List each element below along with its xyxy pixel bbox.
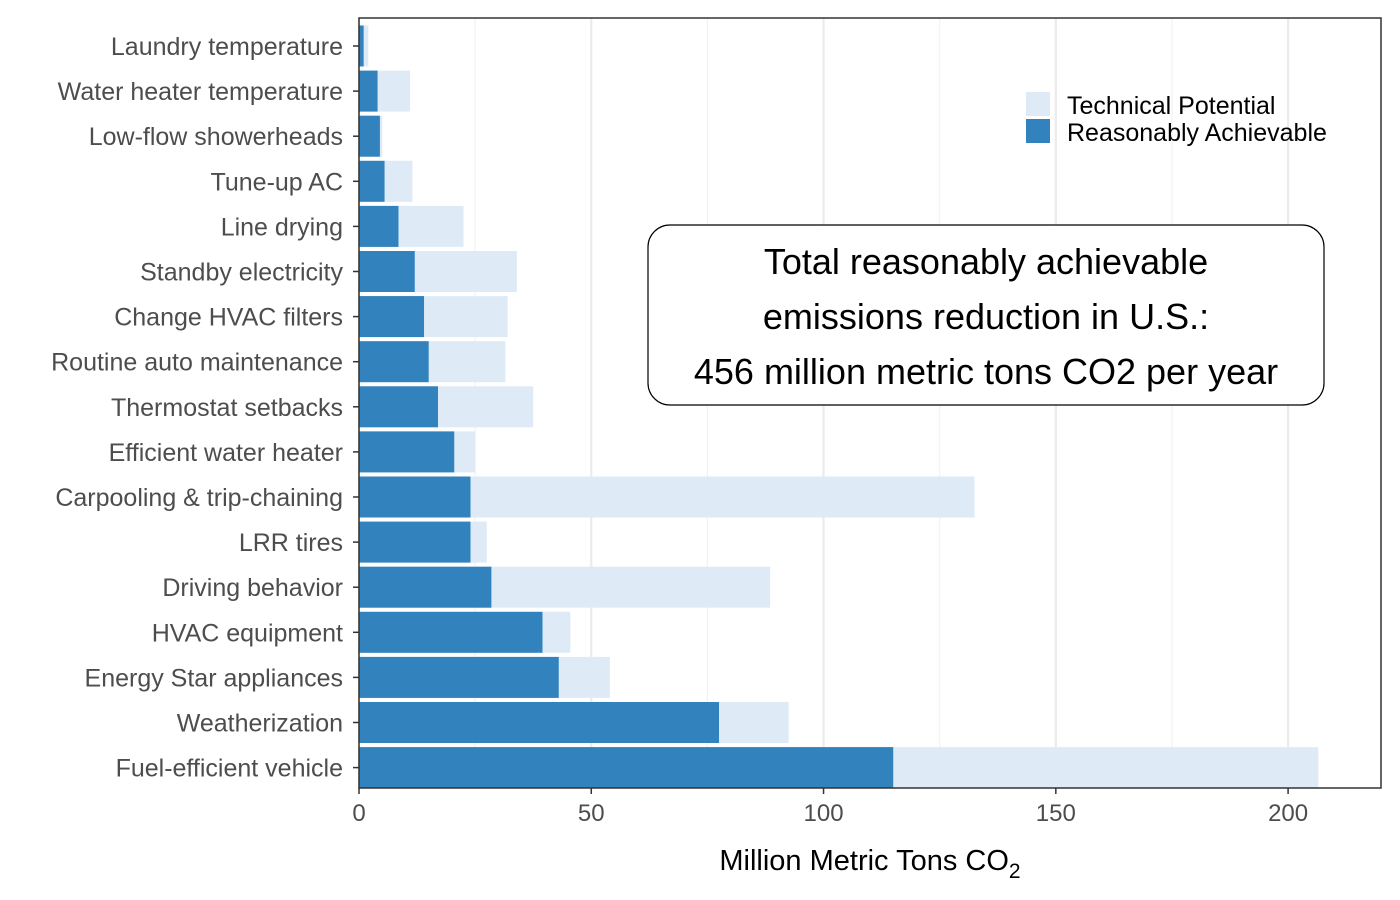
annotation-line-3: 456 million metric tons CO2 per year [694, 351, 1278, 392]
x-tick-label-50: 50 [578, 800, 605, 827]
legend-label-reasonably-achievable: Reasonably Achievable [1067, 119, 1327, 147]
bar-reasonably-achievable-hvac-equipment [359, 611, 543, 653]
annotation-line-2: emissions reduction in U.S.: [763, 296, 1209, 337]
category-label-tune-up-ac: Tune-up AC [211, 168, 343, 196]
bar-reasonably-achievable-energy-star-appliances [359, 656, 559, 698]
x-axis-title: Million Metric Tons CO2 [719, 845, 1020, 883]
category-label-line-drying: Line drying [221, 213, 343, 241]
x-tick-label-200: 200 [1268, 800, 1308, 827]
annotation-line-1: Total reasonably achievable [764, 241, 1208, 282]
x-tick-label-150: 150 [1036, 800, 1076, 827]
x-tick-label-100: 100 [804, 800, 844, 827]
bar-reasonably-achievable-routine-auto-maintenance [359, 341, 429, 383]
bar-reasonably-achievable-standby-electricity [359, 251, 415, 292]
legend-swatch-technical-potential [1026, 92, 1050, 116]
category-label-routine-auto-maintenance: Routine auto maintenance [51, 349, 343, 377]
legend-label-technical-potential: Technical Potential [1067, 92, 1275, 120]
bar-reasonably-achievable-fuel-efficient-vehicle [359, 747, 894, 789]
bar-reasonably-achievable-change-hvac-filters [359, 296, 425, 338]
bar-reasonably-achievable-thermostat-setbacks [359, 386, 438, 428]
category-label-thermostat-setbacks: Thermostat setbacks [111, 394, 343, 422]
bar-reasonably-achievable-laundry-temperature [359, 25, 364, 67]
category-label-efficient-water-heater: Efficient water heater [109, 439, 343, 467]
bar-reasonably-achievable-water-heater-temperature [359, 70, 378, 112]
legend-swatch-reasonably-achievable [1026, 119, 1050, 143]
category-label-energy-star-appliances: Energy Star appliances [85, 664, 343, 692]
x-axis-ticks: 0 50 100 150 200 [352, 788, 1308, 827]
category-label-driving-behavior: Driving behavior [162, 574, 343, 602]
bar-reasonably-achievable-line-drying [359, 205, 399, 247]
annotation-box: Total reasonably achievable emissions re… [647, 224, 1325, 406]
category-label-low-flow-showerheads: Low-flow showerheads [89, 123, 343, 151]
annotation-border [647, 224, 1325, 406]
category-label-hvac-equipment: HVAC equipment [152, 619, 343, 647]
category-label-laundry-temperature: Laundry temperature [111, 33, 343, 61]
bar-reasonably-achievable-carpooling-trip-chaining [359, 476, 471, 518]
bar-reasonably-achievable-weatherization [359, 702, 720, 743]
category-labels: Laundry temperature Water heater temperat… [51, 33, 359, 783]
legend: Technical Potential Reasonably Achievabl… [1026, 92, 1327, 147]
category-label-weatherization: Weatherization [177, 710, 343, 738]
category-label-water-heater-temperature: Water heater temperature [58, 78, 343, 106]
x-tick-label-0: 0 [352, 800, 365, 827]
category-label-carpooling-trip-chaining: Carpooling & trip-chaining [55, 484, 343, 512]
plot-panel-border [358, 17, 1382, 789]
bars [359, 25, 1319, 789]
category-label-change-hvac-filters: Change HVAC filters [114, 304, 343, 332]
bar-reasonably-achievable-lrr-tires [359, 521, 471, 563]
bar-reasonably-achievable-driving-behavior [359, 566, 492, 608]
bar-reasonably-achievable-efficient-water-heater [359, 431, 455, 473]
bar-reasonably-achievable-low-flow-showerheads [359, 115, 380, 157]
category-label-lrr-tires: LRR tires [239, 529, 343, 557]
bar-reasonably-achievable-tune-up-ac [359, 160, 385, 202]
category-label-fuel-efficient-vehicle: Fuel-efficient vehicle [116, 755, 343, 783]
category-label-standby-electricity: Standby electricity [140, 259, 343, 287]
